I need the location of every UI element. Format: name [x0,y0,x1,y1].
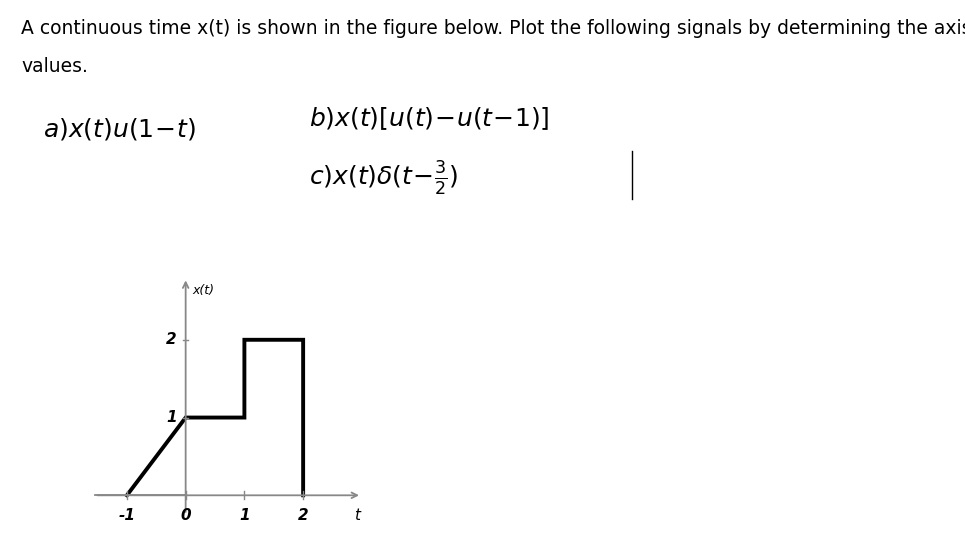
Text: x(t): x(t) [193,284,214,297]
Text: $\mathit{b)x(t)[u(t)\!-\!u(t\!-\!1)]}$: $\mathit{b)x(t)[u(t)\!-\!u(t\!-\!1)]}$ [309,105,549,132]
Text: 1: 1 [166,410,177,425]
Text: values.: values. [21,57,88,75]
Text: $\mathit{a)x(t)u(1\!-\!t)}$: $\mathit{a)x(t)u(1\!-\!t)}$ [43,116,196,142]
Text: -1: -1 [119,508,135,523]
Text: A continuous time x(t) is shown in the figure below. Plot the following signals : A continuous time x(t) is shown in the f… [21,19,965,38]
Text: $\mathit{c)x(t)\delta(t\!-\!\frac{3}{2})}$: $\mathit{c)x(t)\delta(t\!-\!\frac{3}{2})… [309,159,457,197]
Text: 0: 0 [180,508,191,523]
Text: t: t [354,508,360,523]
Text: 1: 1 [239,508,250,523]
Text: 2: 2 [298,508,309,523]
Text: 2: 2 [166,332,177,347]
